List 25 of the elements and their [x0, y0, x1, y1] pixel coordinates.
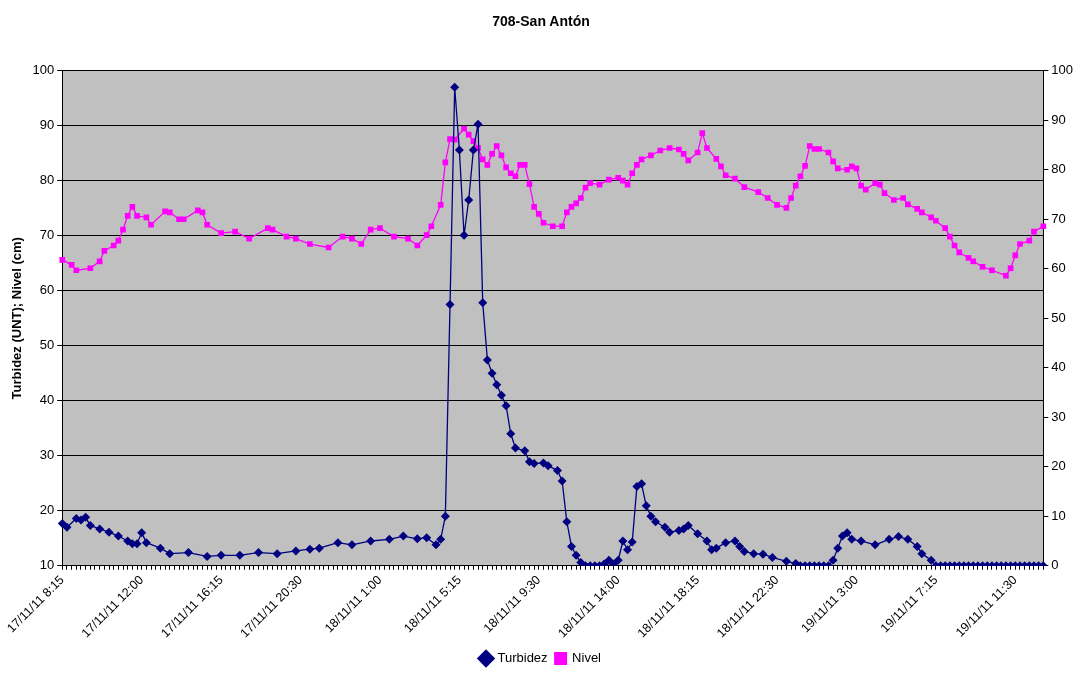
y-tick-label: 80	[39, 172, 55, 188]
y2-tick-label: 80	[1051, 161, 1066, 177]
y2-tick-label: 50	[1051, 309, 1066, 325]
y-tick-label: 60	[39, 282, 55, 298]
y2-tick-label: 10	[1051, 507, 1066, 523]
chart-title: 708-San Antón	[492, 13, 590, 30]
y2-tick-label: 90	[1051, 111, 1066, 127]
y2-tick-label: 70	[1051, 210, 1066, 226]
y2-tick-label: 60	[1051, 260, 1066, 276]
y-tick-label: 30	[39, 447, 55, 463]
y2-tick-label: 40	[1051, 359, 1066, 375]
y2-tick-label: 100	[1051, 62, 1074, 78]
legend-label: Turbidez	[497, 650, 548, 666]
y-tick-label: 50	[39, 337, 55, 353]
y-axis-title: Turbidez (UNT); Nivel (cm)	[9, 237, 25, 400]
legend-label: Nivel	[572, 650, 602, 666]
y2-tick-label: 20	[1051, 458, 1066, 474]
y2-tick-label: 0	[1051, 557, 1059, 573]
y-tick-label: 90	[39, 117, 55, 133]
y2-tick-label: 30	[1051, 408, 1066, 424]
y-tick-label: 20	[39, 502, 55, 518]
y-tick-label: 40	[39, 392, 55, 408]
y-tick-label: 70	[39, 227, 55, 243]
y-tick-label: 10	[39, 557, 55, 573]
y-tick-label: 100	[32, 62, 55, 78]
